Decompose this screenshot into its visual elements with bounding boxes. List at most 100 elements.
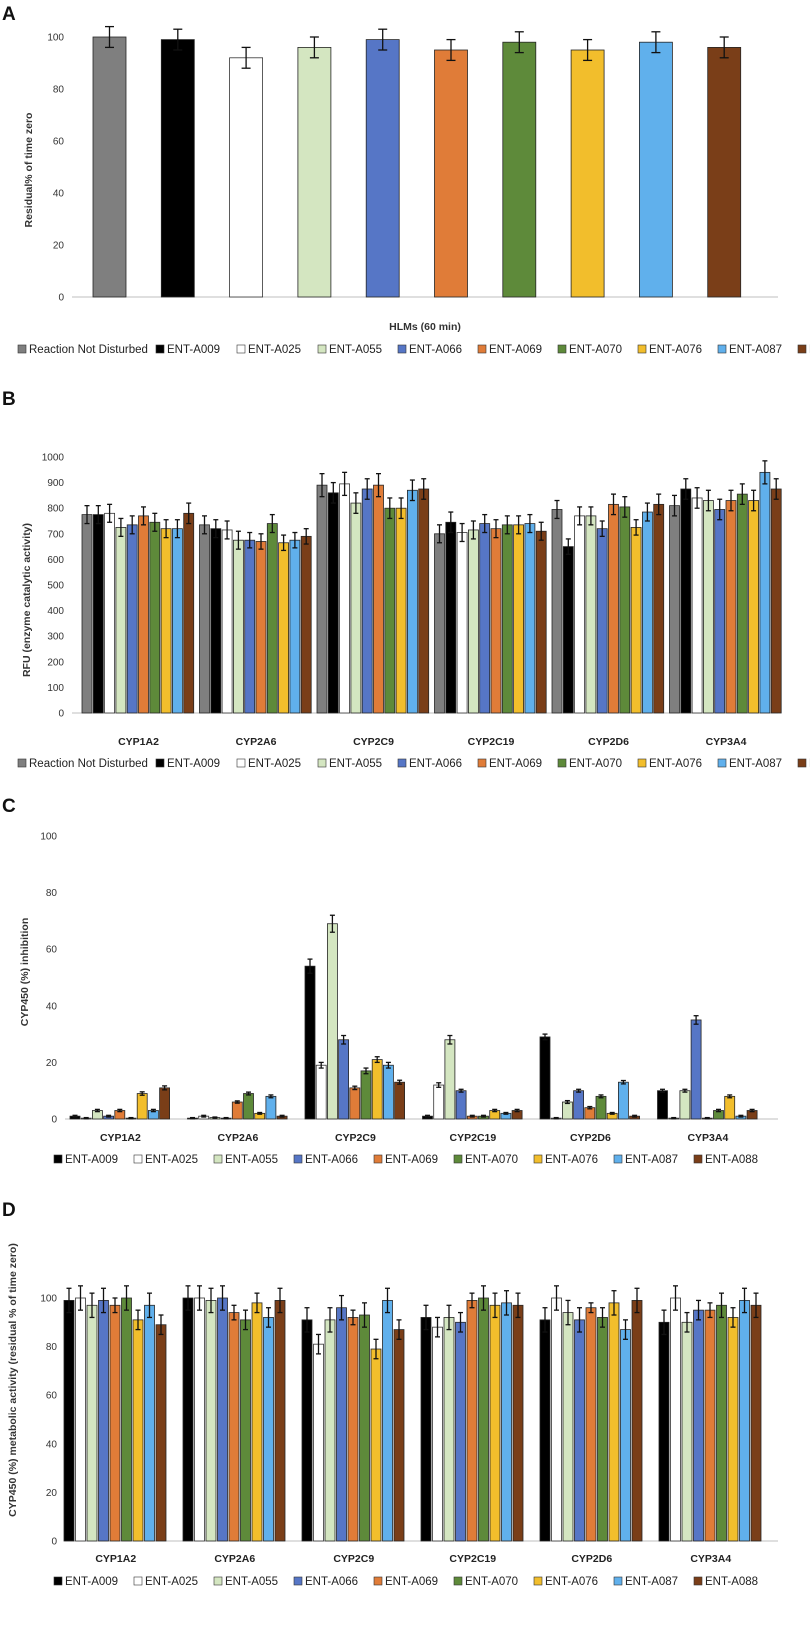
panel-c-legend-label: ENT-A088 [705,1154,758,1166]
panel-d-bar [98,1300,109,1542]
panel-c-bar [562,1101,573,1120]
panel-a-legend-label: ENT-A055 [329,344,382,356]
panel-a-y-tick-label: 100 [47,33,64,44]
panel-d-legend-label: ENT-A076 [545,1576,598,1588]
panel-d-bar [359,1314,370,1542]
panel-d-bar [336,1307,347,1542]
panel-b-bar [395,507,407,714]
panel-b-bar [171,528,183,714]
panel-a-legend-label: ENT-A069 [489,344,542,356]
panel-d-bar [370,1348,382,1542]
panel-b-legend-label: ENT-A055 [329,758,382,770]
panel-d-bar [63,1300,75,1542]
panel-b-legend-label: ENT-A009 [167,758,220,770]
panel-b-bar [221,529,233,714]
panel-b-bar [630,527,642,714]
panel-c-category-label: CYP2A6 [217,1132,258,1144]
panel-b-bar [535,530,547,714]
panel-a-legend-swatch [557,344,567,354]
panel-b-legend-swatch [17,758,27,768]
panel-c-bar [394,1081,406,1120]
panel-d-bar [597,1317,608,1542]
panel-a-bar [92,36,127,298]
panel-c-bar [724,1095,736,1120]
panel-b-y-tick-label: 500 [47,581,64,592]
panel-d-bar [658,1321,670,1542]
panel-c-y-tick-label: 0 [51,1115,57,1126]
panel-d-bar [393,1329,405,1542]
panel-c-bar [455,1090,467,1120]
panel-c-legend-swatch [693,1154,703,1164]
panel-b-bar [513,524,524,714]
panel-b-bar [642,511,653,714]
panel-d-bar [716,1304,727,1542]
panel-b-category-label: CYP3A4 [706,736,747,748]
plot-layer: 0 20 40 60 80 100 Reaction Not Disturbed ENT-A0… [17,25,810,1588]
panel-a-plot: 0 20 40 60 80 100 Reaction Not Disturbed ENT-A0… [17,25,810,356]
panel-d-legend-label: ENT-A069 [385,1576,438,1588]
panel-b-bar [361,488,373,714]
panel-b-bar [596,528,608,714]
panel-b-legend-swatch [717,758,727,768]
panel-c-legend-swatch [613,1154,623,1164]
panel-a-y-tick-label: 20 [53,241,65,252]
panel-d-bar [585,1307,597,1542]
panel-b-bar [160,528,172,714]
panel-b-bar [350,502,362,714]
panel-b-bar [418,488,430,714]
panel-a-bar [639,41,673,298]
panel-d-bar [704,1309,716,1542]
panel-b-category-label: CYP2C9 [353,736,394,748]
panel-d-bar [109,1304,121,1542]
panel-b-legend-swatch [637,758,647,768]
panel-b-bar [255,541,267,714]
panel-b-category-label: CYP2D6 [588,736,629,748]
panel-b-y-tick-label: 700 [47,529,64,540]
panel-d-bar [382,1300,393,1542]
panel-b-bar [551,509,563,714]
panel-d-bar [75,1297,86,1542]
panel-label-b: B [2,389,16,410]
panel-c-y-tick-label: 20 [46,1058,58,1069]
panel-d-category-label: CYP3A4 [690,1553,731,1565]
panel-a-x-axis-title: HLMs (60 min) [389,321,461,333]
panel-c-bar [349,1087,361,1120]
panel-b-legend-swatch [155,758,165,768]
panel-d-bar [750,1304,762,1542]
panel-label-c: C [2,796,16,817]
panel-d-legend-swatch [693,1576,703,1586]
panel-c-bar [360,1070,372,1120]
panel-d-legend-swatch [133,1576,143,1586]
panel-b-bar [574,515,585,714]
panel-d-category-label: CYP1A2 [95,1553,136,1565]
panel-d-bar [194,1297,205,1542]
panel-b-bar [736,493,748,714]
panel-c-legend-swatch [293,1154,303,1164]
panel-d-category-label: CYP2C9 [333,1553,374,1565]
panel-b-bar [289,539,301,714]
panel-c-bar [231,1101,243,1120]
panel-d-legend-swatch [293,1576,303,1586]
panel-b-category-label: CYP2C19 [468,736,515,748]
panel-c-y-tick-label: 60 [46,945,58,956]
panel-d-bar [478,1297,489,1542]
panel-b-bar [92,514,104,714]
panel-c-bar [304,965,316,1120]
panel-a-legend-swatch [236,344,246,354]
panel-d-category-label: CYP2A6 [214,1553,255,1565]
panel-d-bar [420,1317,432,1542]
panel-d-bar [608,1302,620,1542]
panel-a-y-axis-title: Residual% of time zero [23,113,35,228]
panel-d-legend-label: ENT-A087 [625,1576,678,1588]
panel-c-category-label: CYP2C9 [335,1132,376,1144]
panel-b-bar [266,523,278,714]
panel-c-legend-swatch [533,1154,543,1164]
panel-d-bar [512,1304,524,1542]
panel-c-legend-swatch [373,1154,383,1164]
panel-c-category-label: CYP1A2 [100,1132,141,1144]
panel-c-y-tick-label: 40 [46,1001,58,1012]
panel-b-bar [467,529,479,714]
panel-c-legend-label: ENT-A055 [225,1154,278,1166]
panel-a-legend-swatch [717,344,727,354]
panel-b-bar [138,515,149,714]
